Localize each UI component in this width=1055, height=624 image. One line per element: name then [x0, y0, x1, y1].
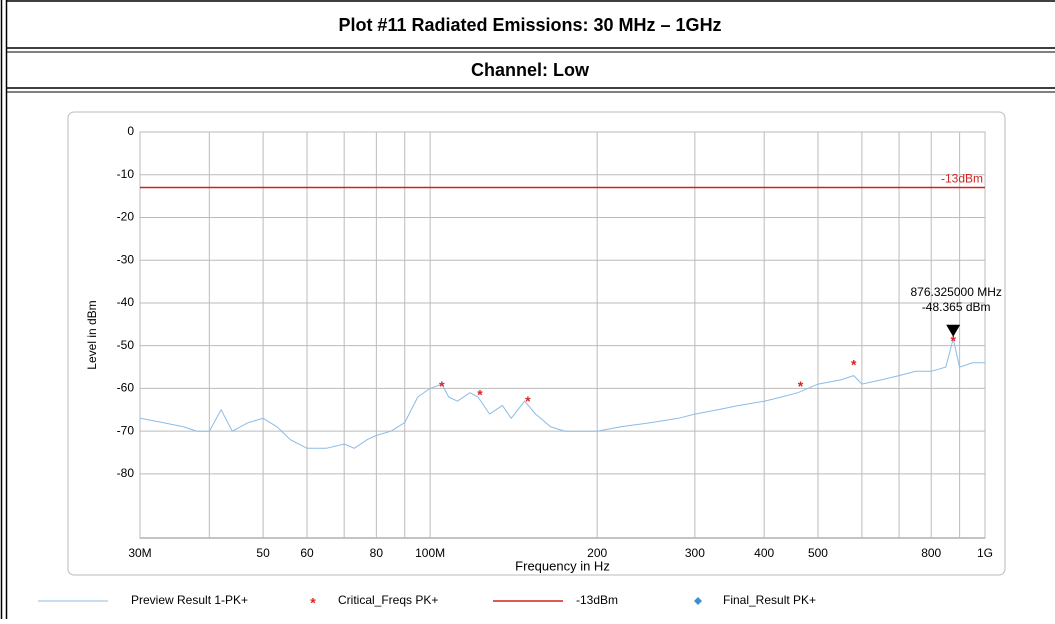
x-tick-label: 60 [300, 546, 314, 560]
legend-label: Critical_Freqs PK+ [338, 593, 438, 607]
marker-label: -48.365 dBm [922, 300, 991, 314]
subtitle: Channel: Low [471, 60, 590, 80]
point-marker: * [851, 356, 857, 372]
x-tick-label: 400 [754, 546, 774, 560]
marker-label: 876.325000 MHz [910, 285, 1001, 299]
y-tick-label: -20 [117, 210, 135, 224]
x-tick-label: 80 [370, 546, 384, 560]
point-marker: * [477, 386, 483, 402]
x-tick-label: 100M [415, 546, 445, 560]
x-tick-label: 50 [256, 546, 270, 560]
x-tick-label: 300 [685, 546, 705, 560]
y-tick-label: -30 [117, 252, 135, 266]
point-marker: * [525, 393, 531, 409]
legend-label: Preview Result 1-PK+ [131, 593, 248, 607]
title: Plot #11 Radiated Emissions: 30 MHz – 1G… [338, 15, 721, 35]
y-tick-label: -60 [117, 381, 135, 395]
x-tick-label: 30M [128, 546, 151, 560]
x-tick-label: 1G [977, 546, 993, 560]
point-marker: * [439, 378, 445, 394]
point-marker: * [798, 378, 804, 394]
plot-area [140, 132, 985, 538]
x-tick-label: 800 [921, 546, 941, 560]
y-tick-label: -80 [117, 466, 135, 480]
y-tick-label: -10 [117, 167, 135, 181]
legend-symbol: * [310, 595, 316, 611]
y-tick-label: -50 [117, 338, 135, 352]
y-tick-label: -40 [117, 295, 135, 309]
y-tick-label: 0 [127, 124, 134, 138]
limit-label: -13dBm [941, 172, 983, 186]
legend-label: Final_Result PK+ [723, 593, 816, 607]
legend-symbol [694, 597, 702, 605]
x-axis-label: Frequency in Hz [515, 558, 610, 573]
y-tick-label: -70 [117, 423, 135, 437]
x-tick-label: 500 [808, 546, 828, 560]
legend-label: -13dBm [576, 593, 618, 607]
y-axis-label: Level in dBm [85, 300, 99, 369]
